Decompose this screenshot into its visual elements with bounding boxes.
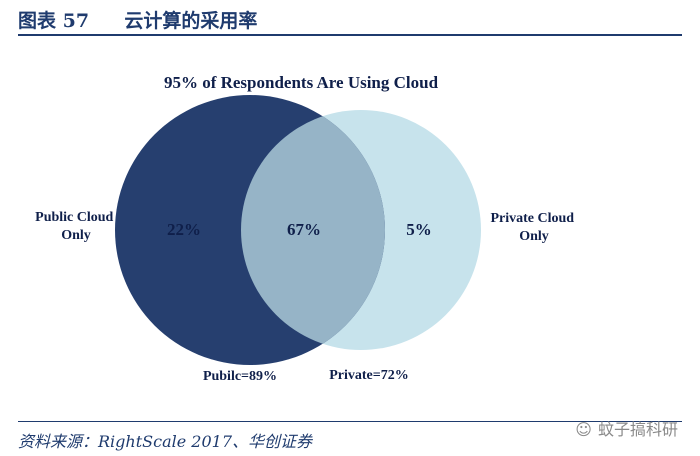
- chart-title: 95% of Respondents Are Using Cloud: [164, 73, 439, 92]
- public-only-value: 22%: [167, 220, 201, 239]
- public-cloud-only-line2: Only: [61, 228, 91, 243]
- wechat-icon: ☺: [575, 420, 592, 439]
- overlap-region: [241, 110, 385, 350]
- both-value: 67%: [287, 220, 321, 239]
- footer-divider: [18, 421, 682, 422]
- watermark: ☺ 蚊子搞科研: [575, 416, 678, 440]
- private-only-value: 5%: [406, 220, 432, 239]
- private-set-label: Private=72%: [329, 368, 409, 383]
- watermark-text: 蚊子搞科研: [597, 420, 678, 439]
- private-cloud-only-line1: Private Cloud: [490, 211, 574, 226]
- source-note: 资料来源：RightScale 2017、华创证券: [18, 432, 312, 451]
- public-cloud-only-label: Public Cloud Only: [35, 210, 117, 243]
- public-cloud-only-line1: Public Cloud: [35, 210, 113, 225]
- private-cloud-only-label: Private Cloud Only: [490, 211, 577, 244]
- figure-title: 云计算的采用率: [124, 10, 258, 32]
- public-set-label: Pubilc=89%: [203, 369, 277, 384]
- private-cloud-only-line2: Only: [519, 229, 549, 244]
- figure-label: 图表 57: [18, 10, 90, 32]
- figure-header: 图表 57 云计算的采用率: [18, 6, 682, 32]
- header-divider: [18, 34, 682, 36]
